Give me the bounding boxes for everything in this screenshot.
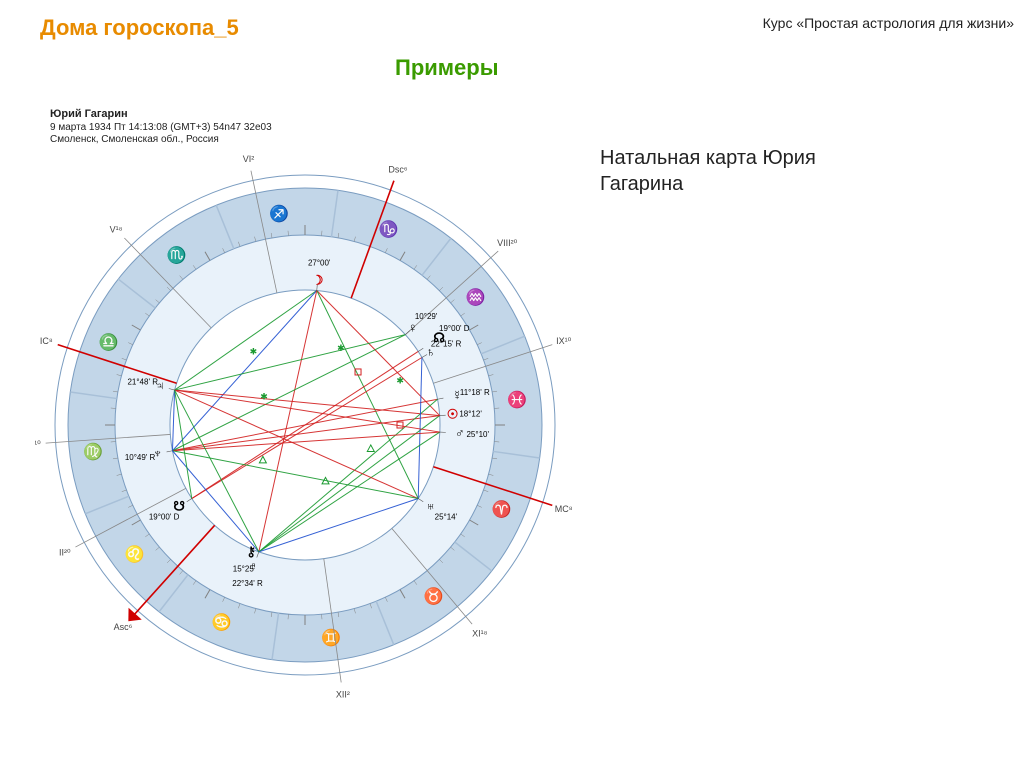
svg-text:✱: ✱: [396, 376, 404, 386]
svg-text:✱: ✱: [250, 346, 258, 356]
svg-text:11°18' R: 11°18' R: [460, 388, 490, 397]
svg-text:♐: ♐: [269, 204, 289, 223]
svg-text:15°25': 15°25': [233, 565, 256, 574]
svg-text:III¹⁰: III¹⁰: [35, 439, 41, 449]
natal-chart: ♈ ♉ ♊ ♋ ♌ ♍ ♎ ♏ ♐ ♑ ♒ ♓ Asc⁶ II²⁰ III¹⁰ IC⁸ V¹⁸ VI² Dsc⁶ VI…: [35, 135, 595, 725]
svg-text:XII²: XII²: [336, 689, 350, 699]
svg-text:✱: ✱: [260, 391, 268, 401]
svg-text:Asc⁶: Asc⁶: [114, 622, 133, 632]
svg-text:VIII²⁰: VIII²⁰: [497, 238, 518, 248]
chart-caption: Натальная карта Юрия Гагарина: [600, 145, 816, 197]
svg-text:♓: ♓: [507, 390, 527, 409]
page-title: Дома гороскопа_5: [40, 15, 239, 41]
section-title: Примеры: [395, 55, 499, 81]
svg-text:VI²: VI²: [243, 154, 255, 164]
svg-text:☉: ☉: [447, 407, 459, 422]
svg-text:♍: ♍: [83, 442, 103, 461]
subject-name: Юрий Гагарин: [50, 108, 128, 120]
svg-text:♉: ♉: [424, 587, 444, 606]
svg-text:☽: ☽: [312, 273, 324, 288]
svg-text:♈: ♈: [492, 499, 512, 518]
svg-text:V¹⁸: V¹⁸: [110, 224, 123, 234]
svg-text:♏: ♏: [167, 245, 187, 264]
svg-text:MC⁸: MC⁸: [555, 504, 573, 514]
svg-text:22°34' R: 22°34' R: [232, 579, 263, 588]
svg-text:25°10': 25°10': [466, 430, 489, 439]
svg-text:19°00' D: 19°00' D: [149, 512, 180, 521]
svg-text:18°12': 18°12': [459, 409, 482, 418]
svg-text:IX¹⁰: IX¹⁰: [556, 336, 572, 346]
svg-text:22°15' R: 22°15' R: [431, 340, 462, 349]
svg-text:♎: ♎: [99, 333, 119, 352]
svg-text:IC⁸: IC⁸: [40, 336, 53, 346]
svg-text:♀: ♀: [408, 320, 418, 335]
svg-text:♊: ♊: [321, 628, 341, 647]
svg-text:♋: ♋: [212, 613, 232, 632]
course-label: Курс «Простая астрология для жизни»: [763, 15, 1014, 31]
svg-text:19°00' D: 19°00' D: [439, 324, 470, 333]
svg-text:10°49' R: 10°49' R: [125, 453, 156, 462]
svg-text:♑: ♑: [378, 219, 398, 238]
caption-line-2: Гагарина: [600, 173, 683, 195]
svg-text:♅: ♅: [426, 499, 436, 514]
subject-date: 9 марта 1934 Пт 14:13:08 (GMT+3) 54n47 3…: [50, 122, 272, 133]
svg-text:♂: ♂: [455, 425, 465, 440]
svg-text:♌: ♌: [125, 544, 145, 563]
svg-text:10°29': 10°29': [415, 312, 438, 321]
svg-text:✱: ✱: [337, 343, 345, 353]
svg-text:Dsc⁶: Dsc⁶: [388, 164, 407, 174]
svg-text:27°00': 27°00': [308, 259, 331, 268]
svg-text:♒: ♒: [466, 288, 486, 307]
caption-line-1: Натальная карта Юрия: [600, 147, 816, 169]
svg-text:☋: ☋: [173, 499, 185, 514]
svg-text:25°14': 25°14': [435, 512, 458, 521]
svg-text:II²⁰: II²⁰: [59, 548, 71, 558]
svg-text:XI¹⁸: XI¹⁸: [472, 628, 488, 638]
svg-text:21°48' R: 21°48' R: [127, 378, 158, 387]
